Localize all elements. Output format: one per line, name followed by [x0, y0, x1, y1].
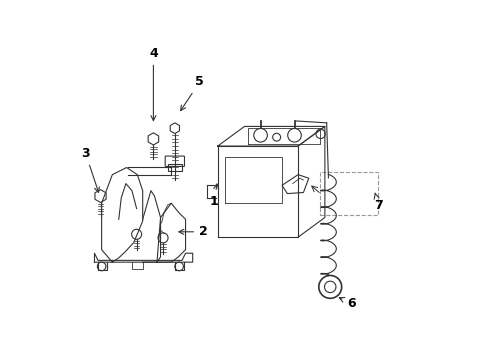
Text: 4: 4	[149, 47, 158, 121]
Text: 2: 2	[179, 225, 207, 238]
Text: 3: 3	[81, 147, 99, 192]
Text: 7: 7	[373, 193, 382, 212]
Text: 6: 6	[339, 297, 355, 310]
Text: 5: 5	[180, 75, 204, 111]
Text: 1: 1	[209, 184, 218, 208]
